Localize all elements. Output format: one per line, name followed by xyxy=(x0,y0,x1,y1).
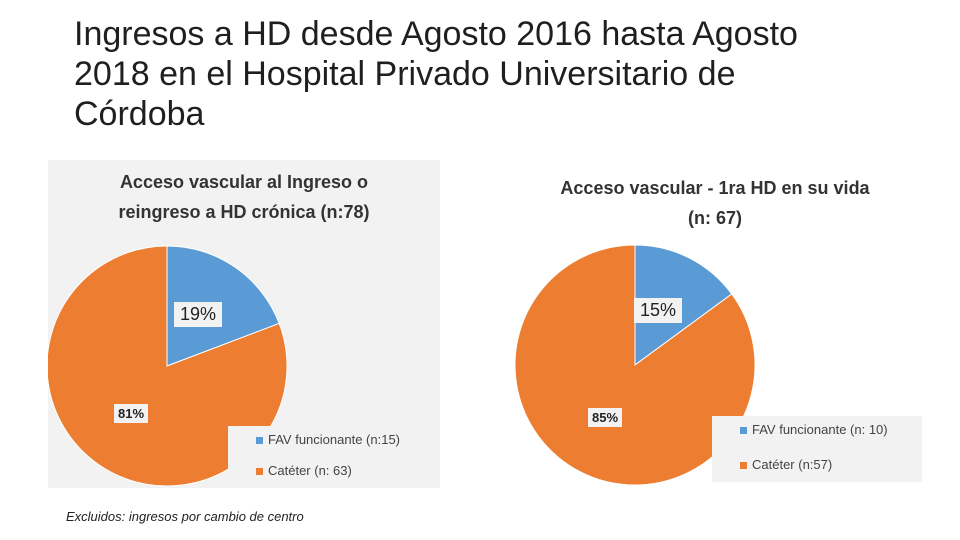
legend-swatch-fav xyxy=(256,437,263,445)
chart-title-right-line2: (n: 67) xyxy=(688,208,742,228)
slide-title: Ingresos a HD desde Agosto 2016 hasta Ag… xyxy=(74,15,798,133)
legend-right-cateter-label: Catéter (n:57) xyxy=(752,457,833,472)
footnote: Excluidos: ingresos por cambio de centro xyxy=(66,509,304,524)
pie-left-slice-fav xyxy=(166,245,280,367)
pie-right-slice-fav xyxy=(634,244,733,366)
legend-swatch-fav xyxy=(740,427,747,435)
pie-left-label-fav: 19% xyxy=(174,302,223,327)
pie-left-slice-cateter xyxy=(48,245,288,487)
legend-swatch-cateter xyxy=(740,462,747,470)
legend-left-cateter-label: Catéter (n: 63) xyxy=(268,463,352,478)
legend-right: FAV funcionante (n: 10) Catéter (n:57) xyxy=(712,416,922,482)
legend-right-fav-label: FAV funcionante (n: 10) xyxy=(752,422,888,437)
legend-swatch-cateter xyxy=(256,468,263,476)
pie-chart-right xyxy=(514,244,756,486)
legend-left: FAV funcionante (n:15) Catéter (n: 63) xyxy=(228,426,440,488)
chart-title-right-line1: Acceso vascular - 1ra HD en su vida xyxy=(560,178,870,198)
pie-chart-left xyxy=(48,245,288,487)
chart-title-left-line1: Acceso vascular al Ingreso o xyxy=(119,172,369,192)
legend-left-fav-label: FAV funcionante (n:15) xyxy=(268,432,401,447)
chart-panel-left: Acceso vascular al Ingreso o reingreso a… xyxy=(48,160,440,488)
legend-left-item-cateter: Catéter (n: 63) xyxy=(256,463,352,478)
legend-right-item-fav: FAV funcionante (n: 10) xyxy=(740,422,888,437)
legend-right-item-cateter: Catéter (n:57) xyxy=(740,457,832,472)
pie-right-label-cateter: 85% xyxy=(588,408,623,427)
pie-right-label-fav: 15% xyxy=(634,298,683,323)
chart-panel-right: Acceso vascular - 1ra HD en su vida (n: … xyxy=(500,160,930,490)
chart-title-left-line2: reingreso a HD crónica (n:78) xyxy=(118,202,370,222)
pie-right-slice-cateter xyxy=(514,244,756,486)
pie-left-label-cateter: 81% xyxy=(114,404,149,423)
legend-left-item-fav: FAV funcionante (n:15) xyxy=(256,432,400,447)
